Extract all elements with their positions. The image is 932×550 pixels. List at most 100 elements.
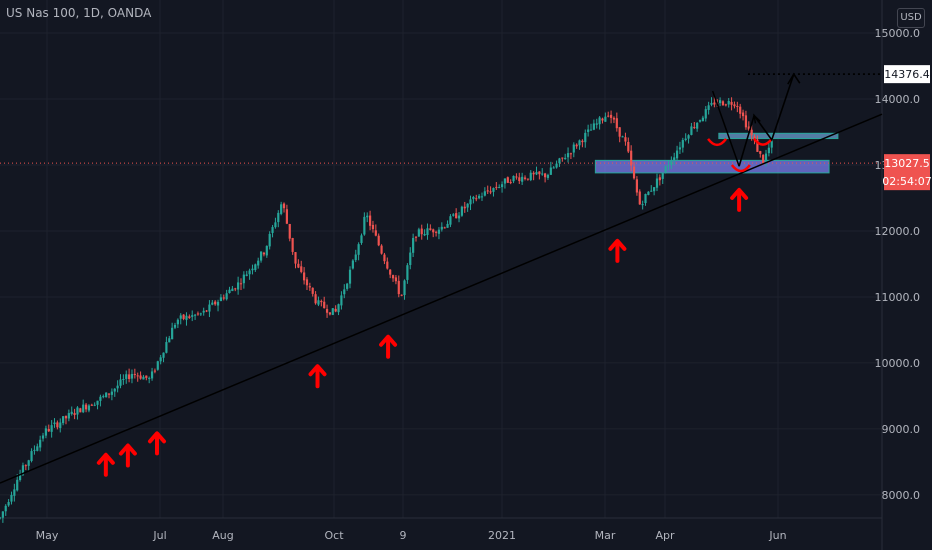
candle-body xyxy=(664,166,667,173)
candle-body xyxy=(53,422,56,425)
candle-body xyxy=(125,374,128,379)
candle-body xyxy=(36,446,39,451)
candle-body xyxy=(199,313,202,315)
candle-body xyxy=(578,140,581,146)
candle-body xyxy=(297,263,300,268)
candle-body xyxy=(323,301,326,309)
candle-body xyxy=(572,144,575,153)
candle-body xyxy=(303,272,306,281)
currency-badge[interactable]: USD xyxy=(897,8,925,28)
candle-body xyxy=(113,388,116,392)
candle-body xyxy=(627,141,630,152)
support-zone[interactable] xyxy=(594,159,830,174)
candle-body xyxy=(16,479,19,491)
candle-body xyxy=(325,309,329,313)
x-tick-label: 2021 xyxy=(488,529,516,542)
candle-body xyxy=(130,373,134,379)
candle-body xyxy=(630,150,633,166)
candle-body xyxy=(150,371,154,379)
candle-body xyxy=(368,215,372,226)
projection-path[interactable] xyxy=(738,73,795,167)
candle-body xyxy=(457,215,461,219)
current-price-label: 13027.5 xyxy=(884,157,930,170)
candle-body xyxy=(704,109,707,119)
candle-body xyxy=(21,465,25,475)
candle-body xyxy=(403,280,406,296)
candle-body xyxy=(10,494,13,502)
candle-body xyxy=(564,157,567,160)
candle-body xyxy=(205,310,208,312)
support-arrow-icon xyxy=(608,238,627,263)
candle-body xyxy=(239,283,243,285)
candle-body xyxy=(225,293,228,300)
candle-body xyxy=(24,465,27,467)
candle-body xyxy=(739,106,742,114)
candle-body xyxy=(480,196,484,198)
candle-body xyxy=(661,173,664,179)
candle-body xyxy=(389,269,392,275)
candle-body xyxy=(443,227,446,229)
candle-body xyxy=(707,105,710,110)
trendline[interactable] xyxy=(0,113,883,484)
candle-body xyxy=(764,153,768,163)
candle-body xyxy=(747,126,750,130)
candle-body xyxy=(165,342,168,353)
x-tick-label: Jul xyxy=(152,529,166,542)
candle-body xyxy=(47,428,50,432)
candle-body xyxy=(587,129,590,132)
candle-body xyxy=(277,212,280,223)
candle-body xyxy=(360,235,363,243)
candle-body xyxy=(506,177,509,183)
candle-body xyxy=(282,203,286,209)
candle-body xyxy=(136,375,139,377)
candle-body xyxy=(644,194,647,204)
projection-peak-icon xyxy=(753,113,761,124)
candle-body xyxy=(67,413,70,419)
candle-body xyxy=(96,400,99,405)
candle-body xyxy=(546,174,550,178)
candle-body xyxy=(566,153,570,158)
candle-body xyxy=(621,136,624,138)
candle-body xyxy=(744,115,748,128)
candle-body xyxy=(265,245,268,256)
candle-body xyxy=(601,118,604,121)
candle-body xyxy=(328,312,332,315)
target-price-badge xyxy=(884,65,930,84)
upper-zone[interactable] xyxy=(718,132,839,140)
candle-body xyxy=(188,316,191,318)
candle-body xyxy=(56,422,59,428)
candle-body xyxy=(259,251,263,261)
candle-body xyxy=(549,167,552,175)
candle-body xyxy=(615,118,618,129)
candle-body xyxy=(440,226,443,230)
y-tick-label: 10000.0 xyxy=(875,357,921,370)
candle-body xyxy=(724,104,727,106)
candle-body xyxy=(569,153,573,155)
candle-body xyxy=(544,173,547,178)
candle-body xyxy=(257,260,260,266)
candle-body xyxy=(690,126,693,135)
candle-body xyxy=(79,408,82,413)
candle-body xyxy=(529,172,532,181)
candle-body xyxy=(116,385,119,389)
candle-body xyxy=(475,198,478,200)
candle-body xyxy=(432,229,435,233)
candle-body xyxy=(191,315,194,317)
candle-body xyxy=(4,505,7,512)
candle-body xyxy=(93,404,96,406)
candle-body xyxy=(99,396,102,401)
candle-body xyxy=(750,129,753,136)
candle-body xyxy=(463,206,466,209)
candle-body xyxy=(179,315,182,319)
candle-body xyxy=(423,234,426,236)
candle-body xyxy=(452,214,455,216)
candle-body xyxy=(208,304,211,312)
candle-body xyxy=(518,177,521,182)
y-tick-label: 14000.0 xyxy=(875,93,921,106)
candle-body xyxy=(13,489,16,496)
candle-body xyxy=(727,100,730,105)
candle-body xyxy=(374,230,377,236)
